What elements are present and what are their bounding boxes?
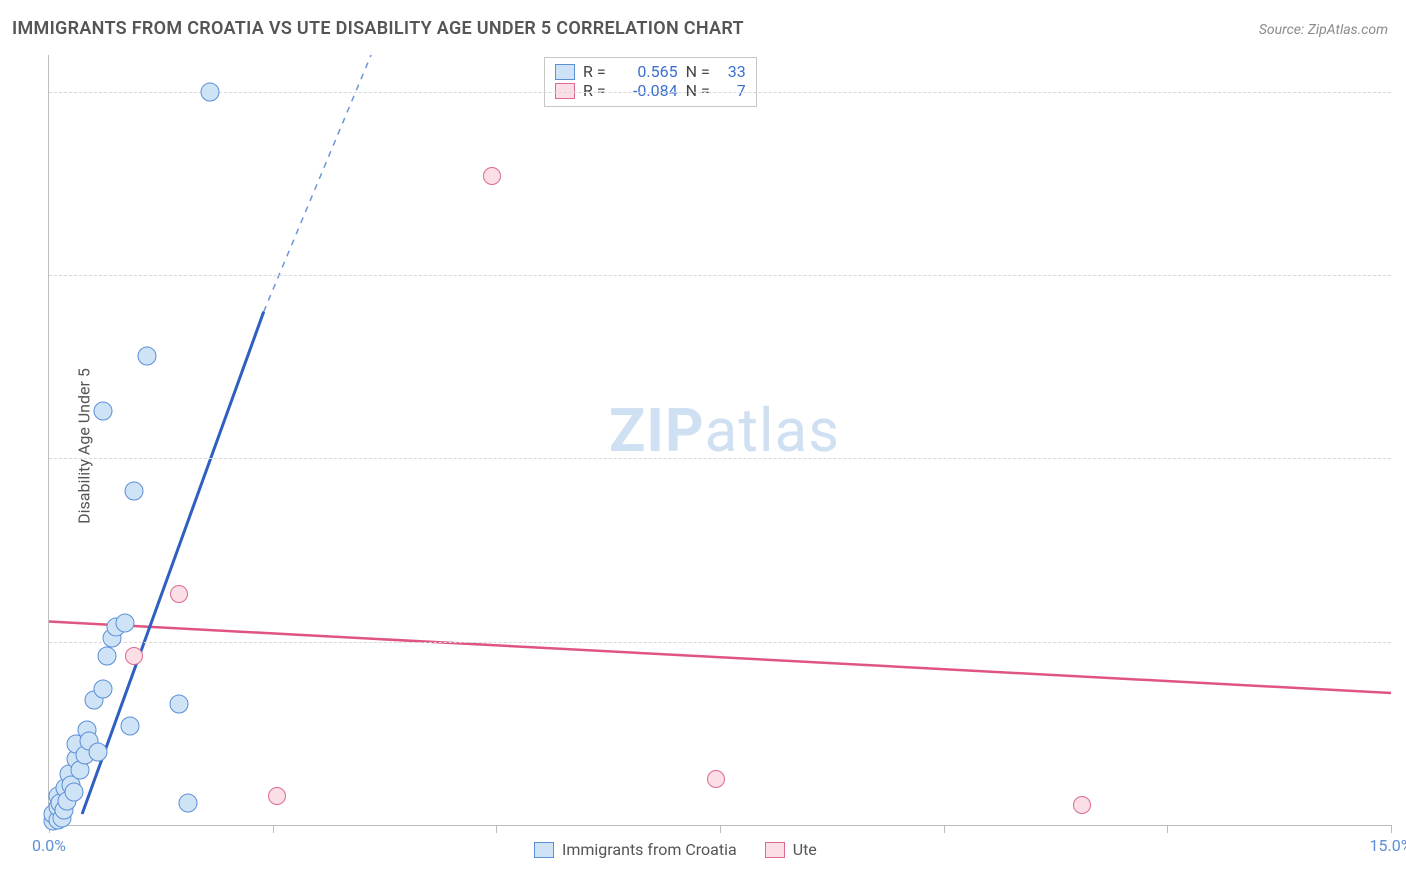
point-croatia bbox=[65, 783, 84, 802]
legend-label-croatia: Immigrants from Croatia bbox=[562, 840, 737, 859]
point-croatia bbox=[169, 695, 188, 714]
point-croatia bbox=[124, 482, 143, 501]
point-ute bbox=[125, 647, 143, 665]
gridline bbox=[49, 92, 1391, 93]
swatch-croatia bbox=[555, 64, 575, 80]
point-ute bbox=[707, 770, 725, 788]
point-croatia bbox=[93, 401, 112, 420]
chart-title: IMMIGRANTS FROM CROATIA VS UTE DISABILIT… bbox=[12, 18, 744, 39]
x-tick-label: 0.0% bbox=[32, 836, 66, 855]
r-label: R = bbox=[583, 62, 606, 81]
point-ute bbox=[1073, 796, 1091, 814]
n-label: N = bbox=[686, 62, 710, 81]
point-croatia bbox=[138, 346, 157, 365]
swatch-ute bbox=[555, 83, 575, 99]
r-label: R = bbox=[583, 81, 606, 100]
point-croatia bbox=[116, 614, 135, 633]
r-value-croatia: 0.565 bbox=[614, 62, 678, 81]
point-croatia bbox=[201, 82, 220, 101]
swatch-croatia bbox=[534, 842, 554, 858]
stats-row-croatia: R = 0.565 N = 33 bbox=[555, 62, 746, 81]
point-ute bbox=[483, 167, 501, 185]
gridline bbox=[49, 642, 1391, 643]
trend-lines-layer bbox=[49, 55, 1391, 825]
plot-area: R = 0.565 N = 33 R = -0.084 N = 7 ZIPatl… bbox=[48, 55, 1391, 826]
x-tick bbox=[1167, 825, 1168, 833]
point-croatia bbox=[89, 742, 108, 761]
legend-label-ute: Ute bbox=[793, 840, 817, 859]
trend-line bbox=[49, 622, 1391, 694]
x-tick-label: 15.0% bbox=[1370, 836, 1406, 855]
stats-legend: R = 0.565 N = 33 R = -0.084 N = 7 bbox=[544, 57, 757, 107]
point-croatia bbox=[120, 717, 139, 736]
x-tick bbox=[496, 825, 497, 833]
x-tick bbox=[720, 825, 721, 833]
n-value-ute: 7 bbox=[718, 81, 746, 100]
r-value-ute: -0.084 bbox=[614, 81, 678, 100]
point-croatia bbox=[93, 680, 112, 699]
gridline bbox=[49, 275, 1391, 276]
source-label: Source: ZipAtlas.com bbox=[1259, 22, 1388, 38]
point-croatia bbox=[178, 794, 197, 813]
gridline bbox=[49, 458, 1391, 459]
n-label: N = bbox=[686, 81, 710, 100]
trend-line-dashed bbox=[264, 55, 371, 312]
x-tick bbox=[273, 825, 274, 833]
x-tick bbox=[944, 825, 945, 833]
x-tick bbox=[1391, 825, 1392, 833]
legend-item-croatia: Immigrants from Croatia bbox=[534, 840, 737, 859]
point-croatia bbox=[98, 647, 117, 666]
series-legend: Immigrants from Croatia Ute bbox=[534, 840, 817, 859]
trend-line bbox=[82, 312, 264, 814]
n-value-croatia: 33 bbox=[718, 62, 746, 81]
swatch-ute bbox=[765, 842, 785, 858]
point-ute bbox=[170, 585, 188, 603]
legend-item-ute: Ute bbox=[765, 840, 817, 859]
point-ute bbox=[268, 787, 286, 805]
stats-row-ute: R = -0.084 N = 7 bbox=[555, 81, 746, 100]
